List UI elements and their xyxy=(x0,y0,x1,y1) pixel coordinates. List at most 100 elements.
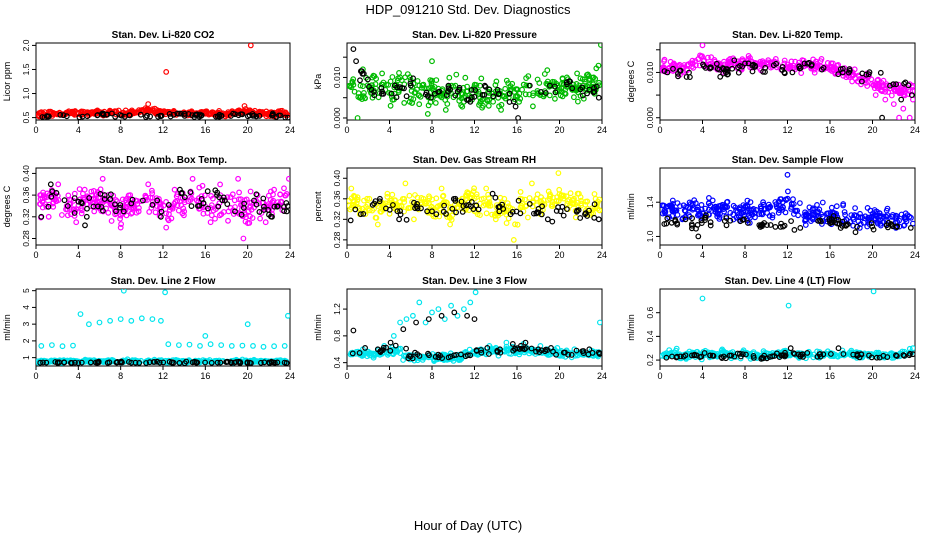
data-point-secondary xyxy=(154,197,161,204)
data-point xyxy=(759,211,766,218)
data-point-secondary xyxy=(664,215,671,222)
data-point xyxy=(492,82,499,88)
data-point-secondary xyxy=(478,349,485,356)
data-point-secondary xyxy=(586,346,593,353)
data-point xyxy=(64,212,71,219)
data-point-secondary xyxy=(120,208,127,215)
data-point-secondary xyxy=(193,112,200,119)
data-point-secondary xyxy=(60,112,67,119)
data-point xyxy=(138,315,145,322)
data-point xyxy=(470,188,477,195)
data-point xyxy=(519,200,526,207)
data-point xyxy=(900,105,907,112)
data-point xyxy=(864,83,871,89)
data-point-secondary xyxy=(707,352,713,359)
data-point-secondary xyxy=(816,351,823,358)
data-point xyxy=(485,200,492,207)
data-point-secondary xyxy=(595,216,602,223)
data-point-secondary xyxy=(486,86,493,93)
data-point-secondary xyxy=(801,60,808,67)
data-point-secondary xyxy=(258,359,264,366)
data-point-secondary xyxy=(194,203,201,209)
data-point-secondary xyxy=(835,216,842,223)
data-point-secondary xyxy=(94,359,101,366)
data-point-secondary xyxy=(471,93,478,100)
data-point-secondary xyxy=(84,205,90,212)
data-point-secondary xyxy=(586,86,593,93)
data-point xyxy=(802,216,809,223)
data-point xyxy=(425,102,432,109)
data-point xyxy=(175,207,182,214)
data-point xyxy=(766,212,773,219)
x-tick-label: 8 xyxy=(742,125,747,135)
x-tick-label: 20 xyxy=(867,250,877,260)
data-point-secondary xyxy=(414,200,421,207)
data-point xyxy=(702,205,709,212)
data-point-secondary xyxy=(749,68,756,75)
y-tick-label: 1.4 xyxy=(645,196,655,208)
data-point-secondary xyxy=(737,63,743,69)
data-point xyxy=(76,186,83,193)
data-point-secondary xyxy=(535,205,542,212)
data-point xyxy=(240,235,247,242)
panel-title: Stan. Dev. Line 2 Flow xyxy=(111,276,216,287)
data-point xyxy=(571,94,577,101)
data-point xyxy=(526,350,533,357)
data-point xyxy=(406,98,413,105)
y-tick-label: 4 xyxy=(21,305,31,310)
y-axis-label: degrees C xyxy=(2,185,12,227)
data-point xyxy=(47,108,54,115)
data-point-secondary xyxy=(407,82,414,89)
data-point xyxy=(453,71,460,78)
data-point-secondary xyxy=(770,62,777,69)
data-point xyxy=(480,102,486,109)
data-point xyxy=(725,57,732,63)
data-point-secondary xyxy=(422,91,429,98)
data-point xyxy=(522,91,529,98)
data-point xyxy=(805,210,812,217)
data-point xyxy=(723,204,729,211)
y-tick-label: 0.40 xyxy=(21,165,31,182)
data-point-secondary xyxy=(703,212,709,219)
data-point xyxy=(207,341,214,348)
data-point-secondary xyxy=(362,345,369,351)
data-point xyxy=(516,98,522,105)
x-tick-label: 20 xyxy=(867,371,877,381)
data-point xyxy=(525,73,532,79)
data-point xyxy=(522,196,528,203)
data-point xyxy=(349,78,356,85)
data-point-secondary xyxy=(283,200,290,206)
data-point xyxy=(501,195,508,202)
data-point-secondary xyxy=(555,204,561,211)
data-point xyxy=(556,87,563,94)
data-point xyxy=(217,181,224,188)
data-point-secondary xyxy=(468,199,475,205)
y-axis-label: ml/min xyxy=(626,193,636,220)
data-point-secondary xyxy=(108,110,115,117)
data-point xyxy=(462,74,469,81)
data-point xyxy=(695,207,702,214)
data-point-secondary xyxy=(840,65,846,72)
x-tick-label: 4 xyxy=(700,250,705,260)
data-point-secondary xyxy=(663,354,670,361)
data-point xyxy=(788,204,795,210)
x-tick-label: 0 xyxy=(33,125,38,135)
data-point-secondary xyxy=(735,69,742,76)
data-point-secondary xyxy=(438,312,445,319)
data-point-secondary xyxy=(472,87,479,93)
x-tick-label: 0 xyxy=(33,371,38,381)
data-point-secondary xyxy=(256,208,263,215)
data-point xyxy=(241,103,248,109)
data-point-secondary xyxy=(397,208,404,215)
x-tick-label: 24 xyxy=(285,250,295,260)
data-point-secondary xyxy=(889,223,896,230)
data-point xyxy=(414,194,421,201)
data-point xyxy=(171,186,178,193)
data-point-secondary xyxy=(846,67,853,74)
data-point xyxy=(152,209,159,216)
data-point-secondary xyxy=(866,352,872,359)
data-point xyxy=(582,78,588,85)
data-point xyxy=(661,56,668,63)
data-point-secondary xyxy=(835,345,842,352)
x-tick-label: 4 xyxy=(387,371,392,381)
